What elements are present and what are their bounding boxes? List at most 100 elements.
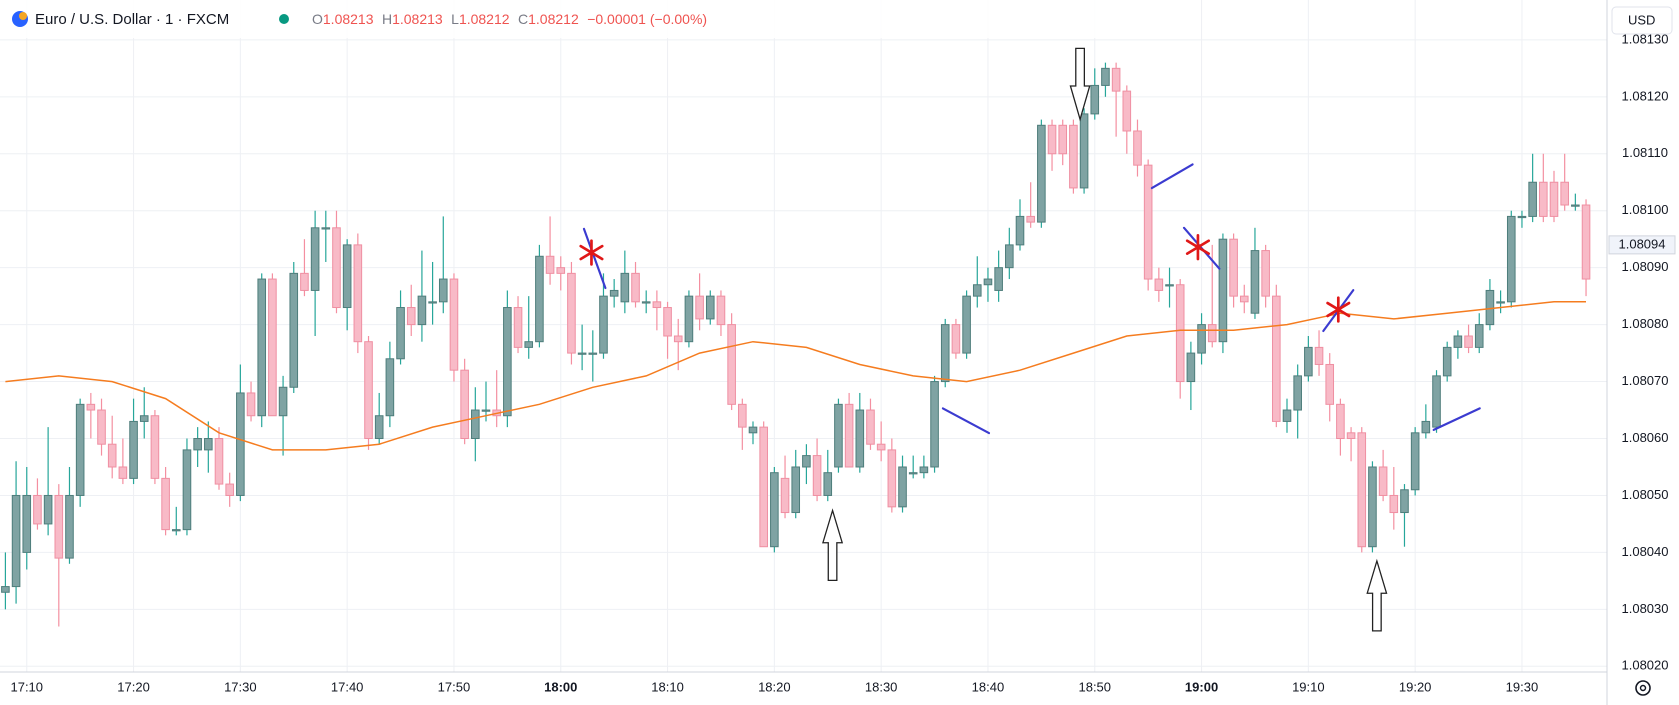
blue-line [582, 227, 607, 290]
candle-body [567, 272, 576, 354]
candle-body [1571, 204, 1580, 207]
y-tick-label: 1.08030 [1622, 601, 1669, 616]
currency-label[interactable]: USD [1628, 12, 1655, 27]
candle-body [406, 307, 416, 326]
moving-average [5, 301, 1586, 451]
candle-body [684, 295, 694, 343]
candle-body [1069, 124, 1078, 189]
currency-button[interactable] [1611, 6, 1673, 35]
settings-icon[interactable] [1635, 680, 1651, 696]
candle-body [428, 301, 437, 304]
candle-body [1207, 324, 1217, 343]
candle-body [1, 586, 10, 593]
candle-body [1325, 363, 1335, 405]
candle-body [780, 477, 790, 514]
candle-body [460, 369, 469, 440]
candle-body [246, 392, 256, 417]
candle-body [471, 409, 480, 440]
candle-body [33, 494, 42, 525]
candle-body [11, 494, 21, 588]
candle-body [705, 295, 715, 320]
settings-core[interactable] [1639, 684, 1647, 692]
red-cross [1326, 296, 1351, 323]
y-tick-label: 1.08050 [1622, 487, 1669, 502]
candle-body [951, 324, 961, 354]
candle-body [225, 483, 234, 496]
price-marker-box [1608, 235, 1676, 255]
candle-body [738, 403, 747, 428]
candle-body [609, 289, 619, 297]
candle-body [1122, 90, 1132, 132]
candle-body [898, 466, 907, 508]
candle-body [1272, 295, 1281, 422]
candle-body [321, 227, 331, 230]
candle-body [513, 307, 523, 348]
candle-body [214, 438, 224, 485]
candle-body [1346, 432, 1356, 440]
candle-body [65, 494, 74, 559]
x-tick-label: 18:50 [1078, 679, 1111, 694]
candle-body [620, 272, 630, 303]
candle-body [1165, 284, 1174, 287]
candle-body [1197, 324, 1206, 354]
candle-body [716, 295, 726, 326]
settings-ring[interactable] [1635, 680, 1651, 696]
candle-body [1111, 67, 1121, 92]
candle-body [204, 438, 213, 451]
y-tick-label: 1.08090 [1622, 259, 1669, 274]
candle-body [385, 358, 395, 417]
axes: 1.08130 1.08120 1.08110 1.08100 1.08090 1.080… [10, 31, 1676, 694]
candle-body [791, 466, 801, 514]
candle-body [1282, 409, 1292, 422]
y-tick-label: 1.08080 [1622, 316, 1669, 331]
candle-body [1101, 67, 1110, 86]
candle-body [1474, 324, 1484, 348]
candle-body [855, 409, 865, 468]
x-tick-label: 19:30 [1506, 679, 1539, 694]
candle-body [1581, 204, 1591, 280]
candle-body [1005, 244, 1014, 269]
symbol-icon-dot [19, 12, 27, 20]
y-tick-label: 1.08020 [1622, 658, 1669, 673]
candle-body [300, 272, 309, 291]
candle-body [1058, 124, 1068, 155]
plot-area [1, 62, 1591, 627]
candle-body [54, 494, 64, 559]
candle-body [1090, 84, 1100, 115]
candle-body [759, 426, 768, 548]
blue-line [941, 407, 991, 435]
candle-body [1432, 375, 1441, 428]
candle-body [1496, 301, 1505, 304]
y-tick-label: 1.08060 [1622, 430, 1669, 445]
candle-body [1485, 289, 1495, 326]
candle-body [1229, 238, 1238, 297]
candle-body [802, 455, 811, 468]
candle-body [1261, 250, 1270, 297]
candle-body [22, 494, 32, 553]
candle-body [332, 227, 341, 309]
candle-body [844, 403, 854, 468]
y-tick-label: 1.08110 [1622, 145, 1668, 160]
candle-body [1047, 124, 1057, 155]
candle-body [43, 494, 53, 525]
annotations [579, 47, 1481, 632]
candle-body [1015, 215, 1025, 246]
x-tick-label: 17:40 [331, 679, 364, 694]
x-tick-label: 19:20 [1399, 679, 1432, 694]
blue-line [1432, 407, 1481, 431]
candle-body [257, 278, 267, 417]
candle-body [652, 301, 662, 309]
candle-body [823, 472, 833, 496]
candle-body [1421, 420, 1431, 434]
candle-body [1250, 250, 1260, 314]
candle-body [663, 307, 672, 337]
candle-body [1528, 181, 1537, 217]
y-tick-label: 1.08070 [1622, 373, 1669, 388]
candle-body [876, 443, 886, 451]
y-tick-label: 1.08100 [1622, 202, 1669, 217]
close-label: C [518, 11, 528, 27]
x-tick-label: 19:00 [1185, 679, 1218, 694]
